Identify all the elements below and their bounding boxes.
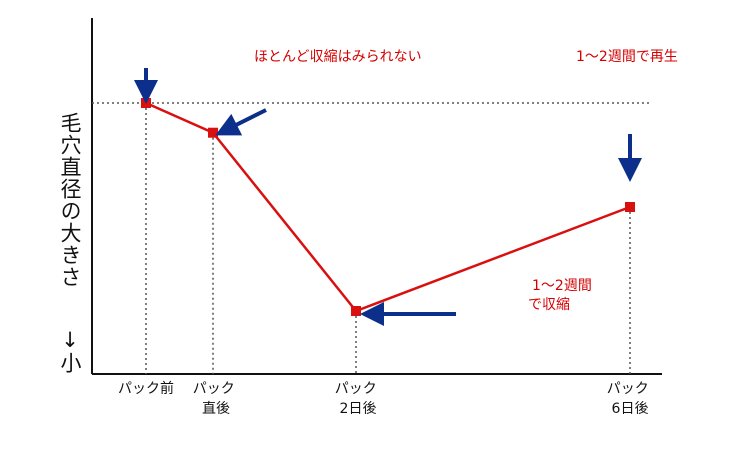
data-line — [145, 101, 631, 313]
x-tick-label-1: パック 直後 — [193, 381, 239, 417]
y-axis-bottom-label: ↓小 — [58, 328, 82, 373]
guide-lines — [92, 102, 650, 374]
pointer-arrows — [134, 68, 642, 326]
y-axis-label: 毛穴直径の大きさ — [58, 112, 82, 288]
data-point-0 — [141, 98, 151, 108]
x-tick-label-0: パック前 — [118, 380, 174, 397]
annotation-regenerate: 1～2週間で再生 — [576, 49, 678, 65]
data-point-3 — [625, 202, 635, 212]
x-tick-label-3: パック 6日後 — [607, 381, 653, 417]
x-tick-label-2: パック 2日後 — [335, 381, 381, 417]
annotation-no-shrink: ほとんど収縮はみられない — [254, 49, 422, 65]
annotation-shrink-line1: 1～2週間 — [532, 278, 592, 294]
arrow-1 — [215, 108, 267, 136]
data-point-1 — [208, 127, 218, 138]
data-point-2 — [351, 306, 361, 316]
annotation-shrink-line2: で収縮 — [528, 297, 570, 313]
